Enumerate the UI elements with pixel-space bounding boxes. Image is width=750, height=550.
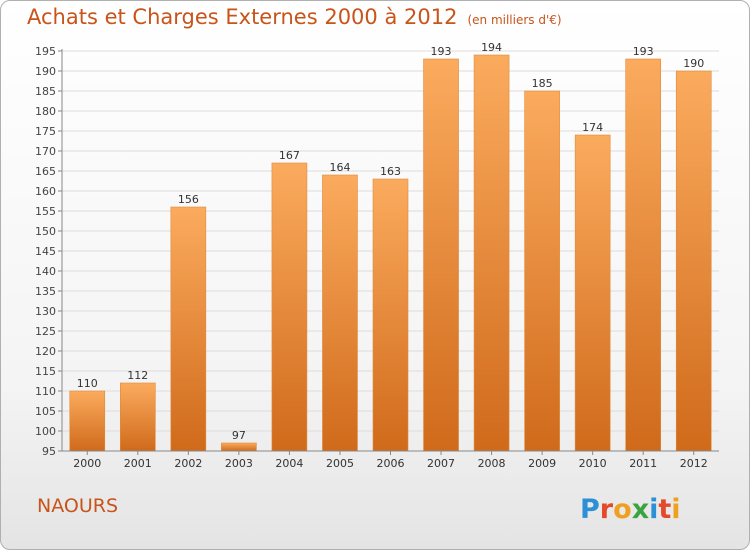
- bar-2007: [423, 58, 459, 452]
- y-tick-label: 180: [35, 105, 56, 118]
- y-tick-label: 150: [35, 225, 56, 238]
- data-label-2010: 174: [582, 121, 603, 134]
- proxiti-logo: Proxiti: [580, 494, 681, 525]
- axes: [58, 49, 719, 455]
- x-tick-label-2004: 2004: [275, 457, 303, 470]
- y-tick-label: 160: [35, 185, 56, 198]
- bar-2004: [271, 162, 308, 452]
- bar-2000: [69, 390, 106, 452]
- labels: 95 100 105 110 115 120 125 130 135 140 145 150 155 16…: [35, 41, 708, 470]
- x-tick-label-2003: 2003: [225, 457, 253, 470]
- data-label-2009: 185: [532, 77, 553, 90]
- x-tick-label-2011: 2011: [629, 457, 657, 470]
- y-tick-label: 125: [35, 325, 56, 338]
- x-tick-label-2001: 2001: [124, 457, 152, 470]
- x-tick-label-2000: 2000: [73, 457, 101, 470]
- chart-title: Achats et Charges Externes 2000 à 2012: [27, 5, 458, 29]
- bar-2012: [675, 70, 712, 452]
- data-label-2012: 190: [683, 57, 704, 70]
- y-tick-label: 190: [35, 65, 56, 78]
- data-label-2008: 194: [481, 41, 502, 54]
- y-tick-label: 115: [35, 365, 56, 378]
- data-label-2007: 193: [431, 45, 452, 58]
- x-tick-label-2002: 2002: [174, 457, 202, 470]
- x-tick-label-2009: 2009: [528, 457, 556, 470]
- chart-title-block: Achats et Charges Externes 2000 à 2012 (e…: [27, 5, 562, 29]
- data-label-2005: 164: [329, 161, 350, 174]
- y-tick-label: 105: [35, 405, 56, 418]
- y-tick-label: 100: [35, 425, 56, 438]
- svg-text:Proxiti: Proxiti: [580, 494, 681, 525]
- bar-2002: [170, 206, 207, 452]
- x-tick-label-2007: 2007: [427, 457, 455, 470]
- x-tick-label-2012: 2012: [680, 457, 708, 470]
- data-label-2004: 167: [279, 149, 300, 162]
- data-label-2000: 110: [77, 377, 98, 390]
- data-label-2002: 156: [178, 193, 199, 206]
- data-label-2003: 97: [232, 429, 246, 442]
- y-tick-label: 155: [35, 205, 56, 218]
- y-tick-label: 185: [35, 85, 56, 98]
- bar-2010: [574, 134, 611, 452]
- commune-name: NAOURS: [37, 495, 119, 517]
- bar-2009: [524, 90, 560, 452]
- x-tick-label-2010: 2010: [579, 457, 607, 470]
- chart-subtitle: (en milliers d'€): [467, 13, 562, 27]
- y-tick-label: 170: [35, 145, 56, 158]
- y-tick-label: 110: [35, 385, 56, 398]
- x-tick-label-2008: 2008: [478, 457, 506, 470]
- bar-2006: [372, 178, 409, 452]
- y-tick-label: 130: [35, 305, 56, 318]
- bar-2008: [473, 54, 510, 452]
- data-label-2006: 163: [380, 165, 401, 178]
- bars: [69, 54, 712, 452]
- y-tick-label: 135: [35, 285, 56, 298]
- bar-2001: [120, 382, 156, 452]
- bar-2011: [625, 58, 661, 452]
- y-tick-label: 175: [35, 125, 56, 138]
- y-tick-label: 140: [35, 265, 56, 278]
- x-tick-label-2005: 2005: [326, 457, 354, 470]
- data-label-2001: 112: [127, 369, 148, 382]
- y-tick-label: 145: [35, 245, 56, 258]
- y-tick-label: 195: [35, 45, 56, 58]
- bar-2003: [221, 442, 257, 452]
- y-tick-label: 95: [42, 445, 56, 458]
- y-tick-label: 165: [35, 165, 56, 178]
- y-tick-label: 120: [35, 345, 56, 358]
- data-label-2011: 193: [633, 45, 654, 58]
- x-tick-label-2006: 2006: [377, 457, 405, 470]
- bar-2005: [322, 174, 358, 452]
